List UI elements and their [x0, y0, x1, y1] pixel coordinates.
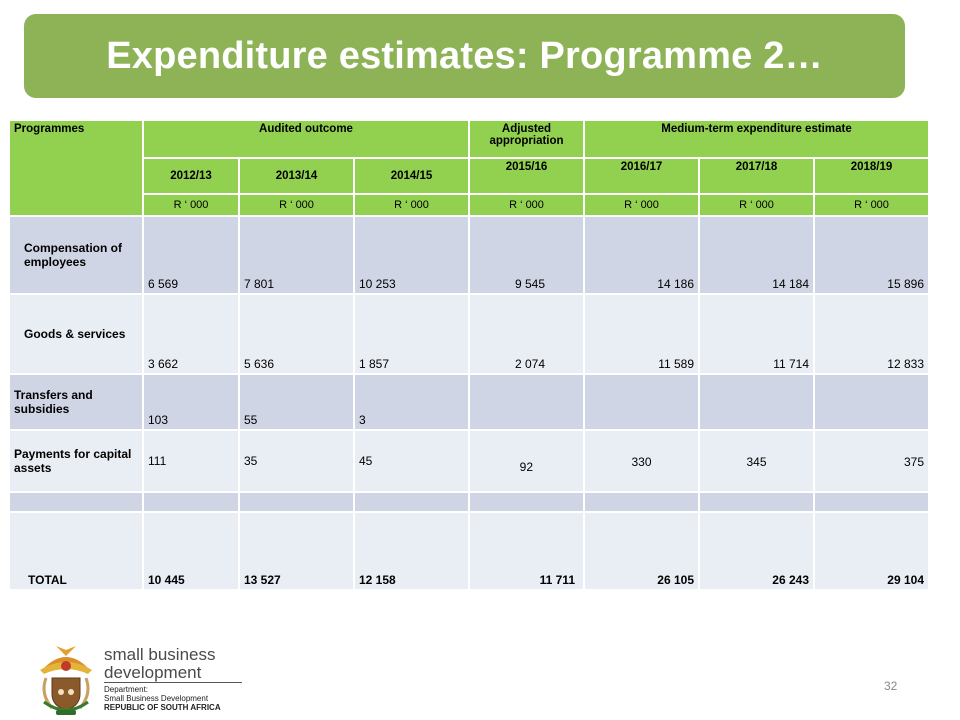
table-cell: 103	[142, 373, 240, 431]
table-cell	[238, 491, 355, 513]
table-cell: 1 857	[353, 293, 470, 375]
table-cell	[813, 373, 930, 431]
unit-label: R ‘ 000	[698, 193, 815, 217]
table-cell	[468, 373, 585, 431]
total-row: TOTAL 10 445 13 527 12 158 11 711 26 105…	[8, 511, 930, 591]
table-cell: 12 158	[353, 511, 470, 591]
expenditure-table: Programmes Audited outcome Adjusted appr…	[8, 119, 930, 591]
table-cell: 7 801	[238, 215, 355, 295]
table-cell: 15 896	[813, 215, 930, 295]
row-label: Payments for capital assets	[8, 429, 144, 493]
table-cell: 3 662	[142, 293, 240, 375]
table-cell: 9 545	[468, 215, 585, 295]
dept-line-3: REPUBLIC OF SOUTH AFRICA	[104, 703, 221, 712]
table-cell: 10 253	[353, 215, 470, 295]
table-cell	[698, 491, 815, 513]
table-cell: 14 184	[698, 215, 815, 295]
table-cell	[142, 491, 240, 513]
unit-label: R ‘ 000	[813, 193, 930, 217]
table-row: Goods & services 3 662 5 636 1 857 2 074…	[8, 293, 930, 375]
year-header: 2014/15	[353, 157, 470, 195]
header-audited-outcome: Audited outcome	[142, 119, 470, 159]
table-cell: 5 636	[238, 293, 355, 375]
year-header: 2018/19	[813, 157, 930, 195]
table-cell	[813, 491, 930, 513]
table-row: Transfers and subsidies 103 55 3	[8, 373, 930, 431]
table-cell	[468, 491, 585, 513]
unit-label: R ‘ 000	[142, 193, 240, 217]
logo-line-2: development	[104, 663, 202, 682]
table-cell: 345	[698, 429, 815, 493]
year-header: 2013/14	[238, 157, 355, 195]
dept-line-2: Small Business Development	[104, 694, 209, 703]
table-cell: 35	[238, 429, 355, 493]
header-adjusted-appropriation: Adjusted appropriation	[468, 119, 585, 159]
table-cell: 14 186	[583, 215, 700, 295]
table-cell: 111	[142, 429, 240, 493]
year-header: 2016/17	[583, 157, 700, 195]
table-cell	[698, 373, 815, 431]
table-cell: 11 714	[698, 293, 815, 375]
table-cell: 330	[583, 429, 700, 493]
year-header: 2017/18	[698, 157, 815, 195]
table-cell: 11 711	[468, 511, 585, 591]
table-cell: 45	[353, 429, 470, 493]
header-programmes: Programmes	[8, 119, 144, 217]
slide-title: Expenditure estimates: Programme 2…	[106, 34, 823, 77]
table-cell	[353, 491, 470, 513]
row-label: Compensation of employees	[8, 215, 144, 295]
logo-line-1: small business	[104, 645, 216, 664]
table-row: Compensation of employees 6 569 7 801 10…	[8, 215, 930, 295]
unit-label: R ‘ 000	[238, 193, 355, 217]
row-label: Transfers and subsidies	[8, 373, 144, 431]
table-cell: 55	[238, 373, 355, 431]
unit-label: R ‘ 000	[353, 193, 470, 217]
table-row: Payments for capital assets 111 35 45 92…	[8, 429, 930, 493]
table-cell	[8, 491, 144, 513]
table-cell: 13 527	[238, 511, 355, 591]
unit-label: R ‘ 000	[468, 193, 585, 217]
table-cell: 12 833	[813, 293, 930, 375]
table-cell	[583, 491, 700, 513]
table-cell: 10 445	[142, 511, 240, 591]
row-label: Goods & services	[8, 293, 144, 375]
table-cell: 3	[353, 373, 470, 431]
table-cell: 26 243	[698, 511, 815, 591]
table-cell	[583, 373, 700, 431]
table-cell: 29 104	[813, 511, 930, 591]
page-number: 32	[884, 679, 898, 693]
table-cell: 6 569	[142, 215, 240, 295]
header-medium-term: Medium-term expenditure estimate	[583, 119, 930, 159]
coat-of-arms-icon	[40, 646, 92, 715]
title-banner: Expenditure estimates: Programme 2…	[24, 14, 905, 98]
department-logo-text: small business development	[104, 646, 216, 682]
row-label: TOTAL	[8, 511, 144, 591]
year-header: 2012/13	[142, 157, 240, 195]
table-cell: 26 105	[583, 511, 700, 591]
table-cell: 375	[813, 429, 930, 493]
dept-line-1: Department:	[104, 685, 149, 694]
table-cell: 2 074	[468, 293, 585, 375]
table-cell: 11 589	[583, 293, 700, 375]
department-name: Department: Small Business Development R…	[104, 685, 221, 712]
unit-label: R ‘ 000	[583, 193, 700, 217]
table-row	[8, 491, 930, 513]
year-header: 2015/16	[468, 157, 585, 195]
table-cell: 92	[468, 429, 585, 493]
logo-divider	[104, 682, 242, 683]
